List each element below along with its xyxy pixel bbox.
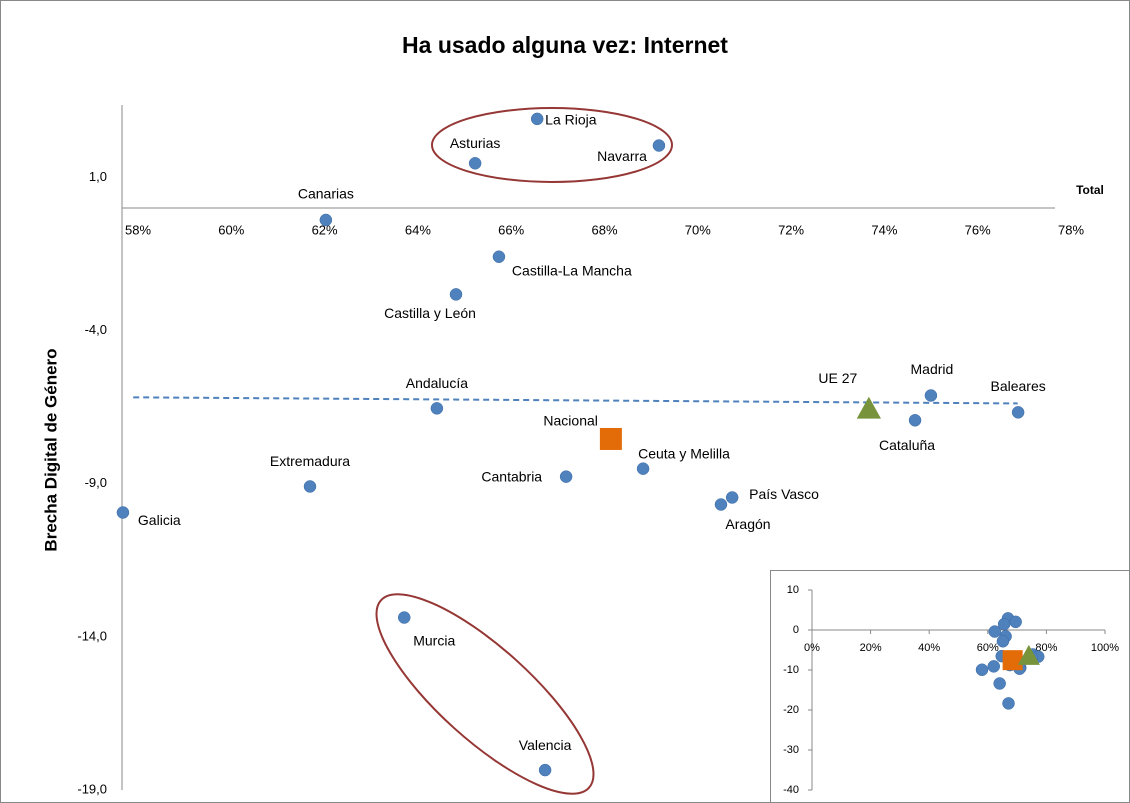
x-tick-label: 68% [591, 222, 617, 237]
point-label: La Rioja [545, 112, 597, 128]
y-tick-label: 10 [787, 584, 799, 596]
point-label: Madrid [911, 361, 954, 377]
y-tick-label: 0 [793, 624, 799, 636]
point [636, 462, 650, 475]
y-tick-label: -9,0 [85, 475, 107, 490]
y-tick-label: -10 [783, 664, 799, 676]
point [1002, 697, 1015, 710]
y-tick-label: -40 [783, 784, 799, 796]
main-plot: 58% 60% 62% 64% 66% 68% 70% 72% 74% 76% 78% 1,0 -4,0… [77, 112, 1084, 797]
inset-border [770, 570, 1130, 803]
x-tick-label: 70% [685, 222, 711, 237]
point-label: Extremadura [270, 453, 350, 469]
point [116, 506, 130, 519]
point [319, 213, 333, 227]
point [996, 635, 1010, 648]
y-tick-label: -4,0 [85, 322, 107, 337]
point-label: País Vasco [749, 486, 819, 502]
point [430, 402, 444, 415]
point [652, 139, 666, 152]
point-label: Valencia [519, 737, 572, 753]
point-label: Andalucía [406, 375, 468, 391]
point-label: Murcia [413, 632, 455, 648]
x-tick-label: 66% [498, 222, 524, 237]
point [492, 250, 506, 263]
x-axis-label: Total [1076, 183, 1104, 197]
inset-plot: 10 0 -10 -20 -30 -40 0% 20% 40% 60% 80% 100% [783, 584, 1119, 796]
x-tick-label: 80% [1035, 642, 1057, 654]
point-label: Asturias [450, 135, 501, 151]
point [993, 677, 1006, 690]
y-tick-label: 1,0 [89, 169, 107, 184]
point [1002, 650, 1023, 671]
point-label: Galicia [138, 512, 181, 528]
point [975, 663, 989, 677]
chart-title: Ha usado alguna vez: Internet [402, 32, 728, 58]
x-tick-label: 60% [977, 642, 999, 654]
point [530, 112, 544, 126]
point-label: Navarra [597, 148, 647, 164]
point-label: Aragón [725, 516, 770, 532]
point [988, 625, 1001, 638]
x-tick-label: 62% [312, 222, 338, 237]
point [538, 763, 552, 777]
point-label: Castilla-La Mancha [512, 262, 632, 278]
x-tick-label: 58% [125, 222, 151, 237]
point [468, 157, 482, 170]
x-tick-label: 20% [860, 642, 882, 654]
y-tick-label: -30 [783, 744, 799, 756]
point-label: Cantabria [481, 468, 542, 484]
point [1011, 406, 1025, 419]
point-label: Baleares [991, 378, 1046, 394]
point [449, 288, 463, 301]
point [725, 491, 739, 504]
x-tick-label: 100% [1091, 642, 1119, 654]
point [924, 389, 938, 402]
x-tick-label: 78% [1058, 222, 1084, 237]
point-label: Ceuta y Melilla [638, 445, 730, 461]
point-label: Nacional [543, 413, 597, 429]
point-label: Canarias [298, 186, 354, 202]
point [397, 611, 411, 624]
point [856, 396, 881, 419]
x-tick-label: 74% [871, 222, 897, 237]
point [1017, 644, 1040, 665]
y-tick-label: -14,0 [77, 628, 107, 643]
highlight-ellipse [375, 593, 595, 795]
point [1009, 615, 1022, 629]
point-label: UE 27 [818, 370, 857, 386]
highlight-ellipse [431, 107, 673, 183]
trendline [133, 396, 1018, 405]
point-label: Cataluña [879, 437, 935, 453]
x-tick-label: 72% [778, 222, 804, 237]
x-tick-label: 64% [405, 222, 431, 237]
point-label: Castilla y León [384, 305, 476, 321]
point [714, 498, 728, 511]
y-tick-label: -19,0 [77, 781, 107, 796]
x-tick-label: 0% [804, 642, 820, 654]
x-tick-label: 76% [965, 222, 991, 237]
x-tick-label: 60% [218, 222, 244, 237]
point [987, 660, 1000, 673]
x-tick-label: 40% [918, 642, 940, 654]
point [303, 480, 317, 493]
y-axis-label: Brecha Digital de Género [41, 348, 60, 551]
y-tick-label: -20 [783, 704, 799, 716]
point [559, 470, 573, 483]
point [599, 427, 622, 450]
point [908, 414, 922, 427]
